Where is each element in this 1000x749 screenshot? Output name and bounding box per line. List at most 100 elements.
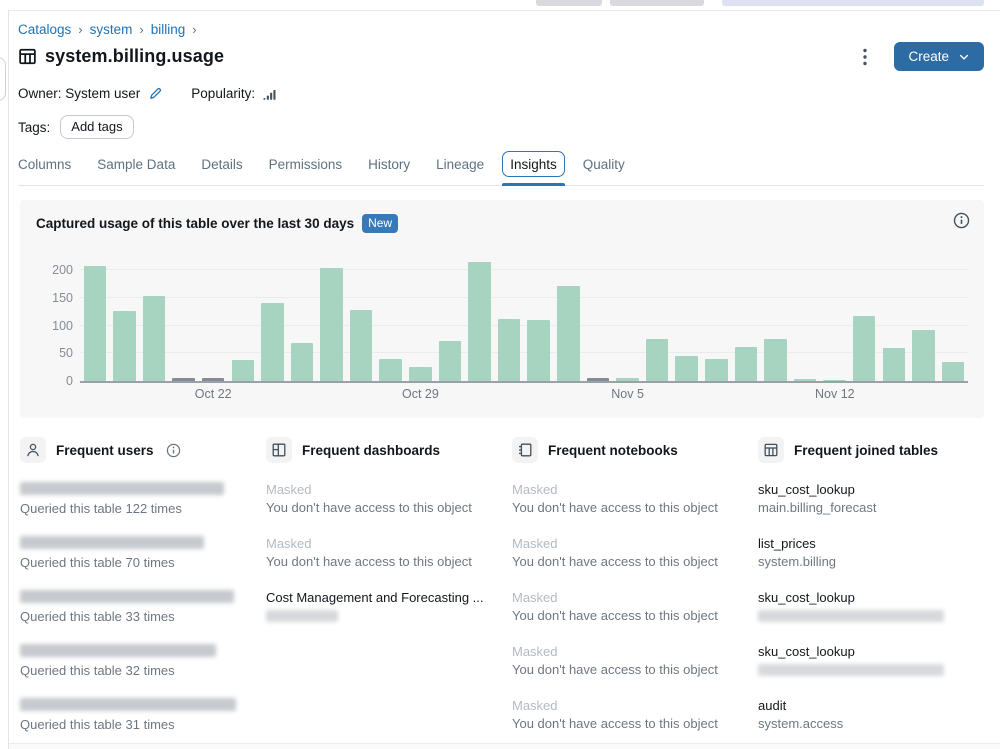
usage-bar-nov-14[interactable]: [882, 347, 906, 381]
usage-bar-oct-24[interactable]: [261, 302, 284, 381]
entry-subtitle: You don't have access to this object: [266, 554, 472, 569]
entry-subtitle: Queried this table 33 times: [20, 609, 175, 624]
tab-insights[interactable]: Insights: [502, 151, 565, 186]
collapsed-panel-edge: [0, 57, 6, 101]
owner-row: Owner: System user Popularity:: [18, 86, 984, 101]
usage-bar-oct-27[interactable]: [349, 310, 373, 381]
breadcrumb-billing[interactable]: billing: [150, 22, 186, 37]
usage-bar-nov-7[interactable]: [675, 356, 698, 381]
breadcrumb-catalogs[interactable]: Catalogs: [18, 22, 72, 37]
bar-slot: [287, 259, 317, 381]
tab-lineage[interactable]: Lineage: [436, 157, 485, 172]
usage-bar-oct-22[interactable]: [201, 378, 225, 381]
tab-history[interactable]: History: [368, 157, 411, 172]
column-frequent-notebooks: Frequent notebooks Masked You don't have a…: [512, 436, 738, 749]
usage-bar-oct-28[interactable]: [379, 358, 402, 381]
usage-bar-nov-1[interactable]: [497, 318, 521, 381]
usage-bar-oct-26[interactable]: [320, 268, 343, 381]
usage-bar-nov-3[interactable]: [557, 285, 580, 381]
entry-subtitle: You don't have access to this object: [512, 716, 718, 731]
x-axis-tick: Nov 5: [611, 387, 644, 401]
create-button[interactable]: Create: [894, 42, 984, 71]
bar-slot: [820, 259, 850, 381]
usage-bar-nov-16[interactable]: [941, 361, 965, 381]
usage-bar-nov-4[interactable]: [586, 378, 610, 381]
masked-text: [20, 698, 236, 711]
tabs: Columns Sample Data Details Permissions Hist…: [18, 151, 984, 186]
column-frequent-users: Frequent users Queried this table 122 tim…: [20, 436, 246, 749]
entry-title: Masked: [512, 644, 558, 659]
usage-bar-oct-23[interactable]: [231, 360, 254, 381]
edit-pencil-icon[interactable]: [148, 86, 163, 101]
usage-bar-oct-25[interactable]: [290, 343, 314, 381]
usage-bar-nov-13[interactable]: [852, 316, 876, 381]
dashboard-icon: [266, 437, 292, 463]
chart-xlabels: Oct 22 Oct 29 Nov 5 Nov 12: [80, 383, 968, 403]
usage-bar-oct-21[interactable]: [172, 378, 195, 381]
x-axis-tick: Oct 22: [194, 387, 232, 401]
usage-bar-nov-9[interactable]: [734, 346, 758, 381]
bar-slot: [80, 259, 110, 381]
usage-bar-oct-20[interactable]: [142, 296, 166, 381]
column-title: Frequent joined tables: [794, 442, 939, 458]
breadcrumb-separator: ›: [78, 22, 83, 37]
entry-subtitle: system.access: [758, 716, 844, 731]
masked-text: [20, 536, 204, 549]
bar-slot: [169, 259, 199, 381]
list-item: Queried this table 70 times: [20, 536, 246, 572]
entry-subtitle: You don't have access to this object: [512, 608, 718, 623]
tab-details[interactable]: Details: [201, 157, 243, 172]
x-axis-tick: Nov 12: [814, 387, 855, 401]
bar-slot: [435, 259, 465, 381]
kebab-menu-icon[interactable]: [854, 43, 876, 71]
usage-bar-nov-2[interactable]: [527, 320, 550, 381]
entry-title: list_prices: [758, 536, 816, 551]
bar-slot: [317, 259, 347, 381]
list-item: Masked You don't have access to this obje…: [266, 536, 492, 572]
tab-columns[interactable]: Columns: [18, 157, 72, 172]
info-icon[interactable]: [166, 443, 181, 458]
create-button-label: Create: [908, 49, 949, 64]
entry-title: sku_cost_lookup: [758, 482, 855, 497]
y-axis-tick: 150: [52, 290, 73, 305]
tags-row: Tags: Add tags: [18, 115, 984, 139]
bar-slot: [642, 259, 672, 381]
insights-panel: Captured usage of this table over the la…: [20, 200, 984, 418]
usage-bar-nov-5[interactable]: [616, 378, 639, 381]
tags-label: Tags:: [18, 119, 51, 135]
tab-sample-data[interactable]: Sample Data: [97, 157, 176, 172]
usage-bar-nov-6[interactable]: [645, 339, 669, 381]
column-entries: Masked You don't have access to this obje…: [266, 482, 492, 626]
chart-title: Captured usage of this table over the la…: [36, 216, 355, 231]
list-item: sku_cost_lookup: [758, 590, 984, 626]
column-header: Frequent users: [20, 436, 246, 464]
breadcrumb-system[interactable]: system: [89, 22, 133, 37]
y-axis-tick: 0: [66, 374, 73, 388]
usage-bar-nov-15[interactable]: [912, 329, 935, 381]
info-icon[interactable]: [953, 212, 970, 229]
usage-bar-nov-10[interactable]: [764, 339, 787, 381]
usage-bar-oct-29[interactable]: [409, 367, 432, 381]
masked-text: [20, 644, 216, 657]
usage-bar-oct-30[interactable]: [438, 341, 462, 381]
usage-bar-nov-11[interactable]: [793, 378, 817, 381]
usage-bar-oct-31[interactable]: [468, 261, 491, 381]
usage-bar-nov-12[interactable]: [823, 379, 846, 381]
usage-bar-oct-18[interactable]: [83, 266, 107, 381]
bar-slot: [554, 259, 584, 381]
usage-bar-oct-19[interactable]: [113, 311, 136, 381]
entry-title: sku_cost_lookup: [758, 644, 855, 659]
bar-slot: [849, 259, 879, 381]
tab-quality[interactable]: Quality: [582, 157, 625, 172]
new-badge: New: [362, 214, 399, 233]
gridline: [80, 352, 968, 354]
usage-bar-nov-8[interactable]: [705, 358, 728, 381]
add-tags-button[interactable]: Add tags: [60, 115, 134, 139]
tab-permissions[interactable]: Permissions: [268, 157, 343, 172]
bar-slot: [228, 259, 258, 381]
popularity-label: Popularity:: [191, 86, 256, 101]
bars: [80, 259, 968, 381]
entry-link[interactable]: Cost Management and Forecasting ...: [266, 590, 484, 605]
entry-subtitle: You don't have access to this object: [266, 500, 472, 515]
